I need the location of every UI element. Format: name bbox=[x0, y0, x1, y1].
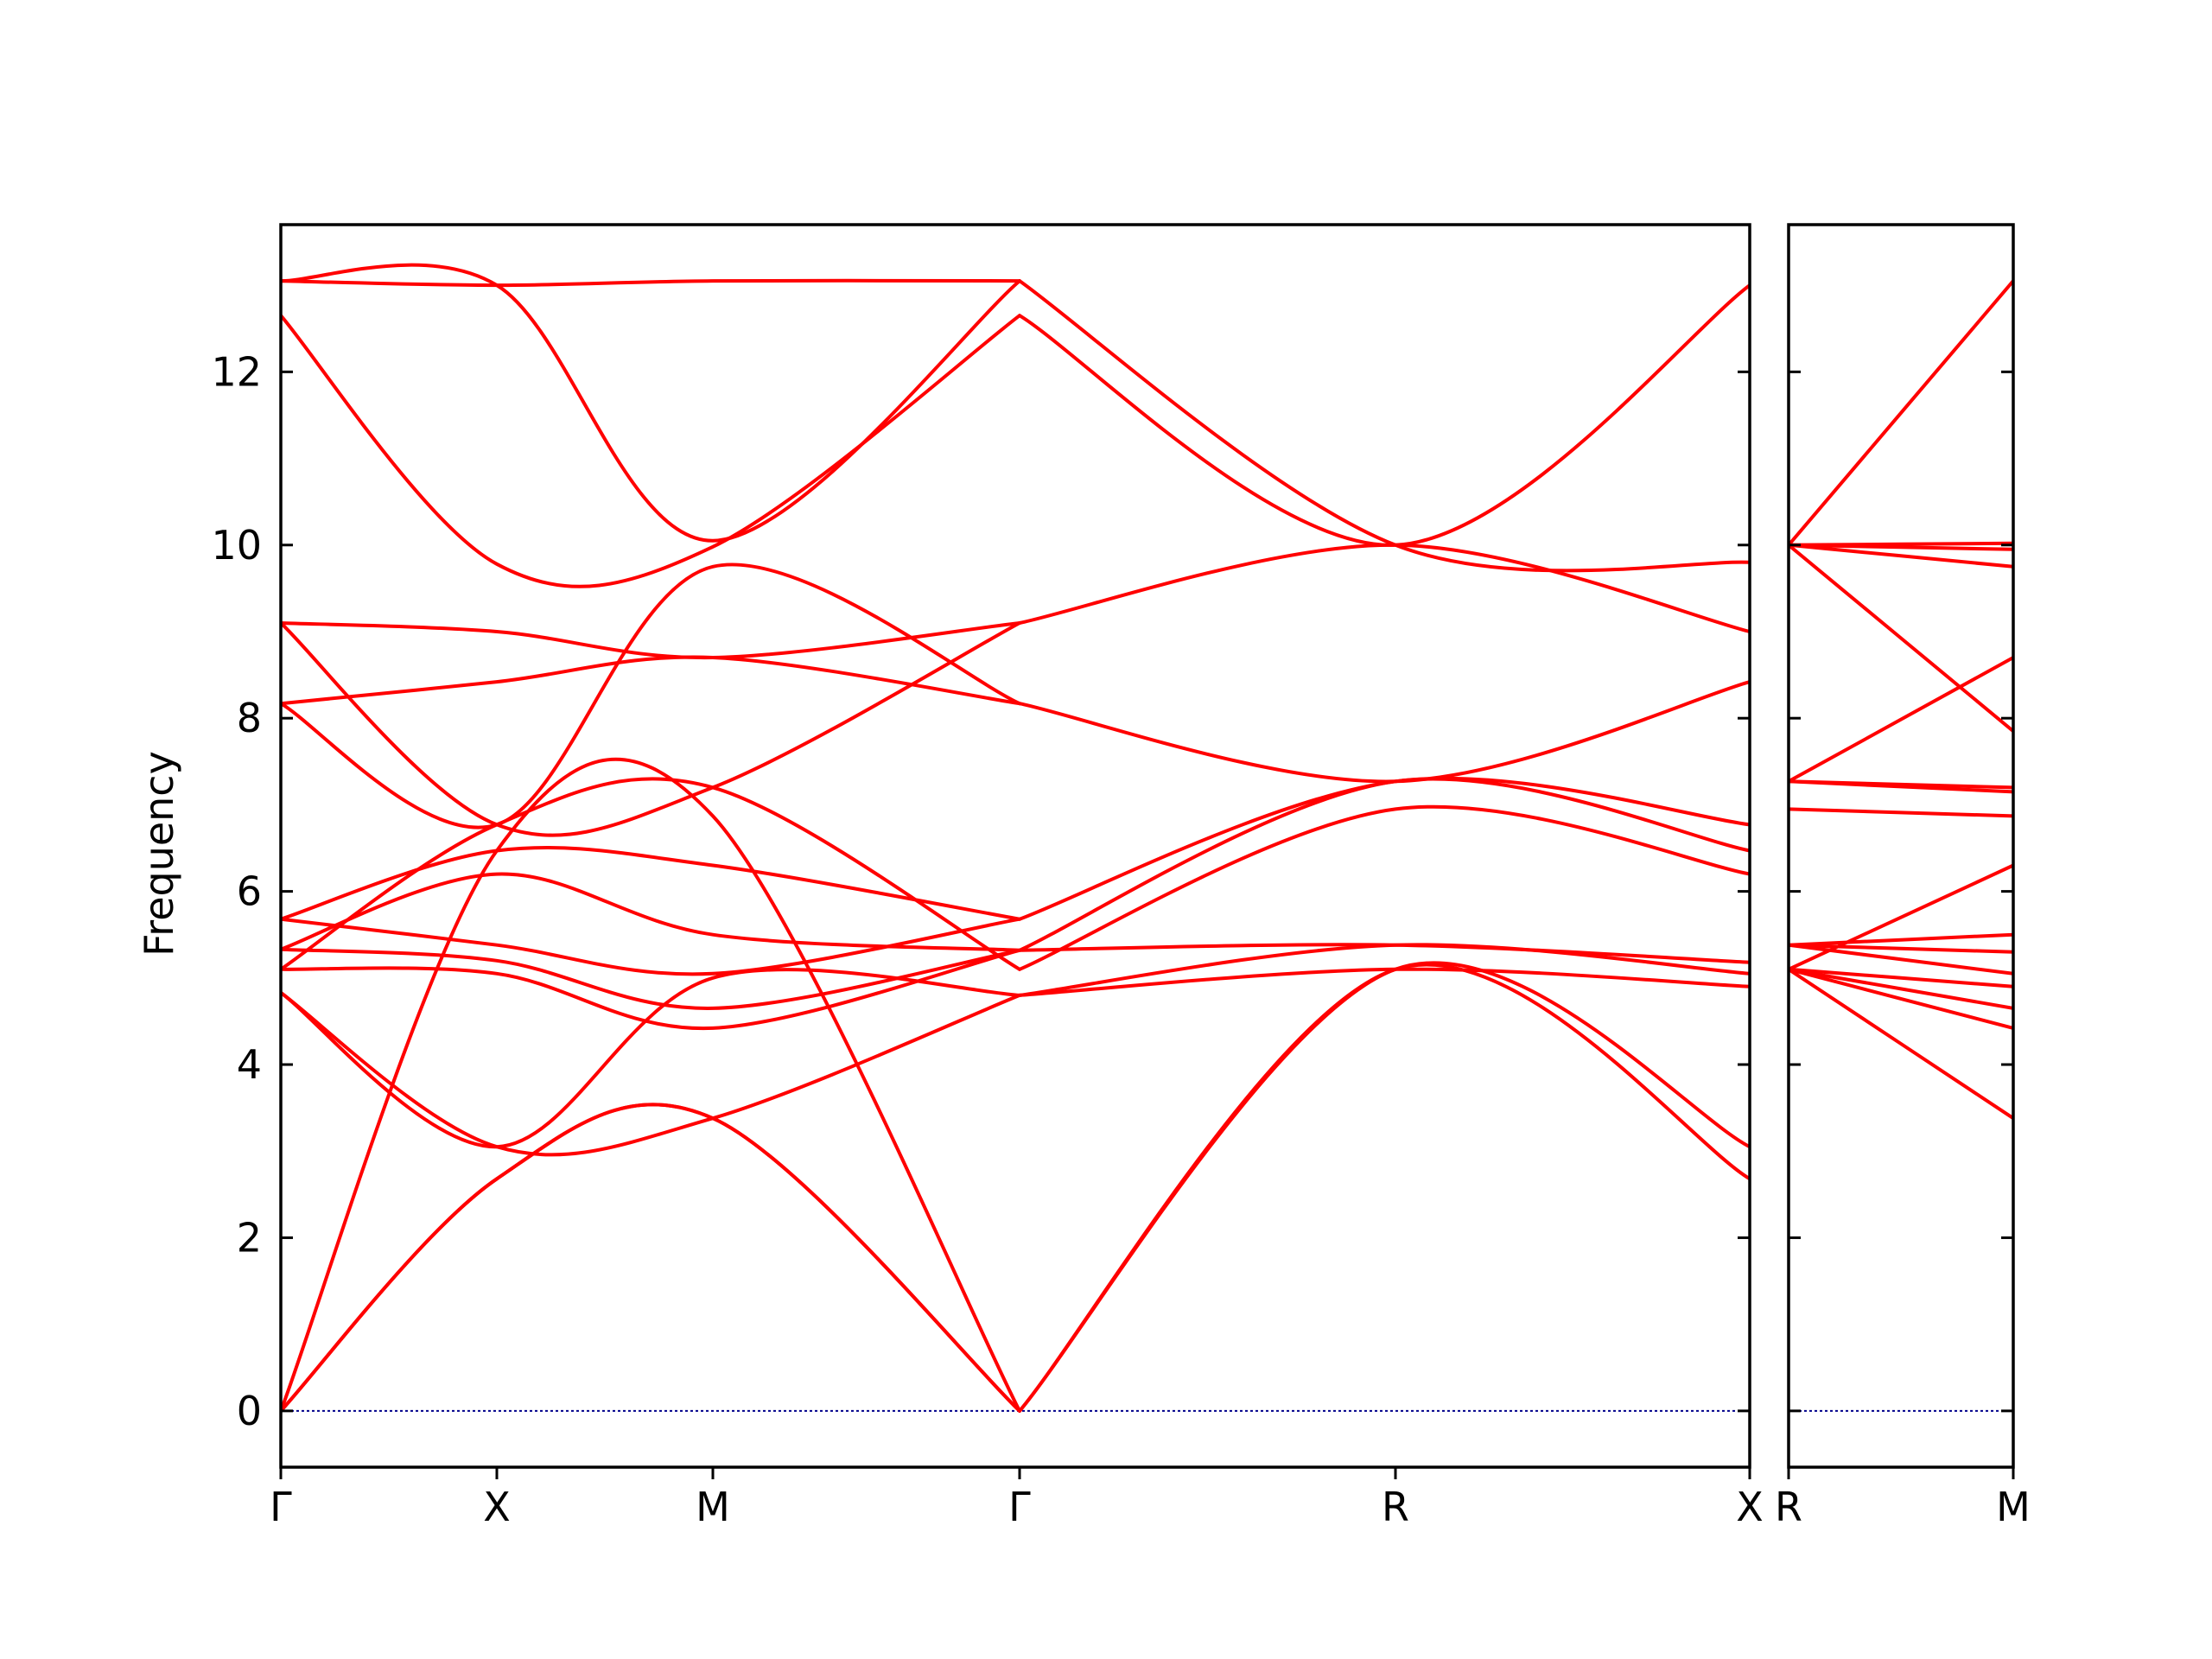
band-line bbox=[1018, 680, 1750, 784]
x-tick-label: X bbox=[483, 1484, 511, 1530]
band-line bbox=[1018, 776, 1750, 921]
band-line bbox=[281, 263, 1021, 543]
band-line bbox=[1789, 932, 2013, 947]
y-tick-label: 6 bbox=[237, 868, 262, 915]
band-line bbox=[281, 948, 1021, 1031]
panel-frame bbox=[279, 223, 1751, 1469]
plot-area bbox=[281, 263, 1750, 1413]
band-line bbox=[1789, 967, 2013, 988]
band-line bbox=[1018, 963, 1750, 1413]
x-tick-label: Γ bbox=[270, 1484, 292, 1530]
band-line bbox=[281, 990, 1021, 1157]
band-line bbox=[1789, 863, 2013, 971]
band-line bbox=[1789, 967, 2013, 1121]
band-line bbox=[1789, 656, 2013, 784]
band-line bbox=[1789, 541, 2013, 547]
band-line bbox=[281, 872, 1021, 952]
main-panel: 0 2 4 6 8 10 12 Γ X M Γ R X bbox=[211, 223, 1764, 1530]
band-line bbox=[1789, 807, 2013, 818]
band-line bbox=[281, 655, 1021, 706]
band-line bbox=[1789, 943, 2013, 976]
band-line bbox=[281, 278, 1021, 288]
band-line bbox=[1789, 779, 2013, 790]
y-tick-label: 0 bbox=[237, 1388, 262, 1434]
band-line bbox=[1789, 543, 2013, 734]
band-line bbox=[1018, 543, 1750, 633]
band-line bbox=[1018, 967, 1750, 997]
y-tick-label: 8 bbox=[237, 695, 262, 741]
band-line bbox=[281, 621, 1021, 660]
band-line bbox=[1018, 961, 1750, 1413]
y-axis-label: Frequency bbox=[136, 751, 182, 957]
x-tick-label: X bbox=[1736, 1484, 1764, 1530]
x-tick-label: M bbox=[696, 1484, 730, 1530]
x-tick-label: R bbox=[1382, 1484, 1409, 1530]
band-line bbox=[1789, 967, 2013, 1010]
band-line bbox=[281, 1103, 1021, 1413]
band-line bbox=[1018, 283, 1750, 547]
panel-frame bbox=[1787, 223, 2015, 1469]
plot-area bbox=[1789, 279, 2013, 1412]
band-line bbox=[1018, 804, 1750, 971]
x-tick-label: M bbox=[1996, 1484, 2031, 1530]
band-line bbox=[281, 947, 1021, 1010]
y-tick-label: 2 bbox=[237, 1214, 262, 1261]
band-line bbox=[281, 563, 1021, 830]
band-line bbox=[281, 777, 1021, 971]
band-line bbox=[281, 968, 1021, 1149]
band-line bbox=[281, 845, 1021, 921]
x-tick-label: Γ bbox=[1008, 1484, 1031, 1530]
band-line bbox=[281, 757, 1021, 1413]
y-tick-label: 10 bbox=[211, 522, 262, 569]
x-tick-label: R bbox=[1775, 1484, 1802, 1530]
band-line bbox=[1018, 943, 1750, 964]
y-tick-label: 4 bbox=[237, 1041, 262, 1088]
band-line bbox=[1018, 279, 1750, 573]
band-line bbox=[281, 1103, 1021, 1413]
band-line bbox=[281, 917, 1021, 976]
band-line bbox=[281, 314, 1021, 588]
y-tick-label: 12 bbox=[211, 348, 262, 395]
band-line bbox=[281, 621, 1021, 837]
band-line bbox=[1789, 279, 2013, 547]
